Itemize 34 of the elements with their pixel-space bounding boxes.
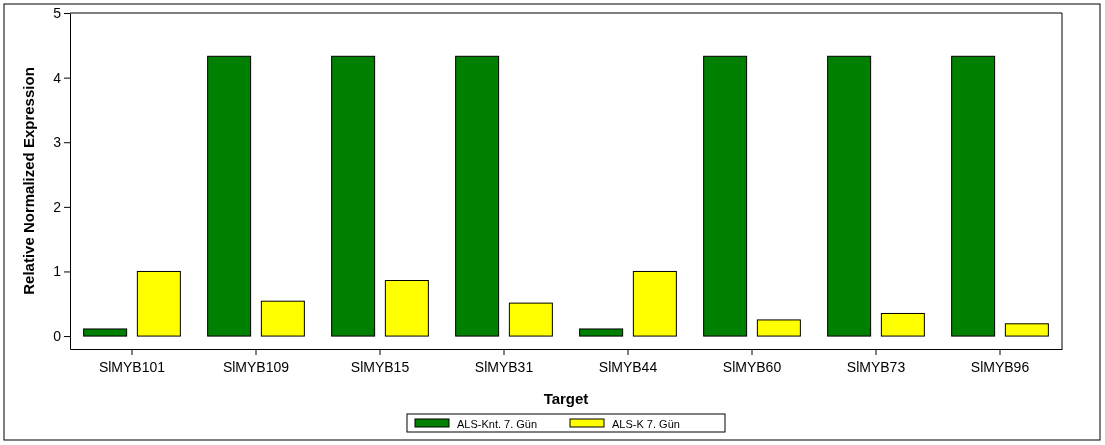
bar [756, 319, 801, 337]
bar [579, 328, 624, 337]
y-axis-title: Relative Normalized Expression [20, 67, 37, 295]
x-tick-label: SlMYB101 [98, 359, 166, 375]
legend-label: ALS-K 7. Gün [612, 418, 680, 430]
bar [880, 312, 925, 337]
bar [331, 55, 376, 337]
bar [632, 270, 677, 337]
bar [951, 55, 996, 337]
x-tick-label: SlMYB96 [970, 359, 1030, 375]
y-tick-label: 3 [53, 134, 62, 151]
bar [508, 302, 553, 337]
y-tick-label: 0 [53, 328, 62, 345]
bar [260, 300, 305, 337]
bar [384, 280, 429, 337]
bar [703, 55, 748, 337]
x-tick-label: SlMYB60 [722, 359, 782, 375]
y-tick-label: 4 [53, 69, 62, 86]
y-tick-label: 1 [53, 263, 62, 280]
x-axis-title: Target [543, 390, 589, 407]
bar [207, 55, 252, 337]
bar [136, 270, 181, 337]
x-tick-label: SlMYB44 [598, 359, 658, 375]
legend-label: ALS-Knt. 7. Gün [457, 418, 538, 430]
bar [455, 55, 500, 337]
y-tick-label: 2 [53, 198, 62, 215]
x-tick-label: SlMYB73 [846, 359, 906, 375]
bar [1004, 323, 1049, 337]
bar [827, 55, 872, 337]
y-tick-label: 5 [53, 4, 62, 21]
bar [83, 328, 128, 337]
x-tick-label: SlMYB15 [350, 359, 410, 375]
x-tick-label: SlMYB109 [222, 359, 290, 375]
x-tick-label: SlMYB31 [474, 359, 534, 375]
